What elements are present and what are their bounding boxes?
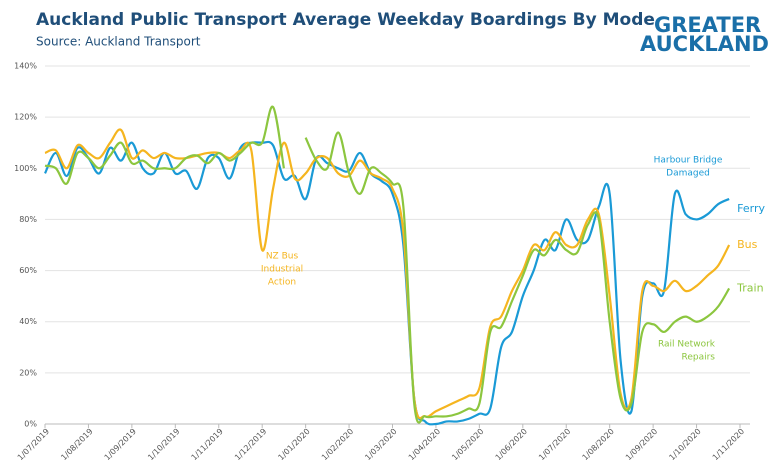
series-line — [44, 140, 730, 426]
y-tick-label: 140% — [14, 62, 37, 71]
annotation: NZ Bus — [266, 252, 299, 262]
x-tick-label: 1/03/2020 — [363, 427, 398, 462]
x-tick-label: 1/01/2020 — [276, 427, 311, 462]
chart-title: Auckland Public Transport Average Weekda… — [36, 10, 655, 30]
annotation: Damaged — [666, 169, 710, 179]
y-tick-label: 40% — [19, 317, 37, 326]
x-tick-label: 1/10/2020 — [667, 427, 702, 462]
y-tick-label: 80% — [19, 215, 37, 224]
annotation: Industrial — [261, 265, 303, 275]
x-tick-label: 1/11/2019 — [190, 427, 225, 462]
logo-bottom: AUCKLAND — [640, 32, 768, 56]
x-tick-label: 1/02/2020 — [320, 427, 355, 462]
series-line — [44, 105, 731, 424]
y-tick-label: 60% — [19, 266, 37, 275]
y-tick-label: 120% — [14, 113, 37, 122]
x-tick-label: 1/11/2020 — [711, 427, 746, 462]
legend-label: Train — [736, 281, 763, 294]
annotation: Rail Network — [658, 340, 716, 350]
legend-label: Bus — [737, 238, 758, 251]
x-tick-label: 1/09/2019 — [103, 427, 138, 462]
x-tick-label: 1/05/2020 — [450, 427, 485, 462]
x-tick-label: 1/12/2019 — [233, 427, 268, 462]
chart-subtitle: Source: Auckland Transport — [36, 35, 201, 49]
x-tick-label: 1/04/2020 — [407, 427, 442, 462]
annotation: Repairs — [681, 353, 715, 363]
legend-label: Ferry — [737, 202, 765, 215]
x-tick-label: 1/07/2019 — [16, 427, 51, 462]
y-tick-label: 0% — [24, 420, 37, 429]
x-tick-label: 1/08/2019 — [59, 427, 94, 462]
logo-top: GREATER — [654, 13, 761, 37]
y-tick-label: 100% — [14, 164, 37, 173]
y-tick-label: 20% — [19, 368, 37, 377]
x-tick-label: 1/08/2020 — [580, 427, 615, 462]
x-tick-label: 1/10/2019 — [146, 427, 181, 462]
x-tick-label: 1/06/2020 — [494, 427, 529, 462]
x-tick-label: 1/09/2020 — [624, 427, 659, 462]
x-tick-label: 1/07/2020 — [537, 427, 572, 462]
annotation: Action — [268, 278, 296, 288]
series-line — [44, 128, 731, 420]
annotation: Harbour Bridge — [654, 156, 723, 166]
